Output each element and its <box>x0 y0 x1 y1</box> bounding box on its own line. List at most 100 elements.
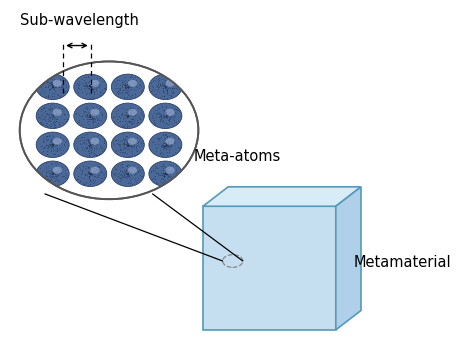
Point <box>98 145 106 150</box>
Point <box>130 117 137 123</box>
Point <box>132 147 140 152</box>
Point <box>40 134 47 140</box>
Point <box>79 90 86 95</box>
Point <box>37 89 45 94</box>
Point <box>124 114 131 120</box>
Point <box>176 145 183 150</box>
Point <box>96 75 104 81</box>
Point <box>171 138 179 144</box>
Point <box>157 150 164 155</box>
Point <box>120 140 128 146</box>
Point <box>89 177 97 183</box>
Point <box>84 140 92 145</box>
Point <box>162 110 169 116</box>
Point <box>43 177 51 182</box>
Point <box>62 118 69 124</box>
Point <box>163 134 170 139</box>
Point <box>134 105 141 111</box>
Point <box>100 146 108 152</box>
Point <box>81 134 88 140</box>
Point <box>55 146 63 152</box>
Point <box>85 148 93 153</box>
Point <box>117 168 124 173</box>
Point <box>119 131 127 137</box>
Point <box>166 85 174 90</box>
Point <box>59 79 66 85</box>
Point <box>162 120 170 126</box>
Point <box>160 89 168 95</box>
Point <box>127 169 135 175</box>
Point <box>159 177 166 182</box>
Point <box>161 136 168 142</box>
Point <box>119 149 127 155</box>
Point <box>97 145 105 150</box>
Point <box>60 111 68 117</box>
Point <box>163 136 170 142</box>
Point <box>89 164 96 170</box>
Point <box>124 180 131 186</box>
Point <box>47 138 55 144</box>
Point <box>99 148 106 153</box>
Point <box>126 142 134 148</box>
Point <box>168 115 175 120</box>
Point <box>85 174 93 179</box>
Point <box>113 177 120 182</box>
Point <box>131 94 139 100</box>
Point <box>109 139 117 145</box>
Point <box>163 169 171 175</box>
Point <box>44 106 52 112</box>
Point <box>94 162 101 167</box>
Point <box>165 116 173 121</box>
Point <box>128 121 136 126</box>
Point <box>46 132 53 137</box>
Point <box>123 112 131 118</box>
Point <box>131 139 139 145</box>
Point <box>123 163 130 168</box>
Point <box>128 118 135 124</box>
Point <box>46 80 53 86</box>
Point <box>114 91 122 97</box>
Circle shape <box>128 138 137 145</box>
Point <box>50 74 57 79</box>
Point <box>132 171 139 177</box>
Point <box>86 113 94 119</box>
Point <box>125 141 132 147</box>
Point <box>123 172 130 177</box>
Point <box>165 115 173 120</box>
Point <box>82 109 90 115</box>
Point <box>151 168 159 173</box>
Point <box>162 171 170 177</box>
Point <box>162 170 170 176</box>
Point <box>51 147 59 152</box>
Point <box>173 86 181 92</box>
Point <box>78 171 86 176</box>
Point <box>152 173 159 179</box>
Point <box>157 170 165 176</box>
Circle shape <box>53 109 62 116</box>
Point <box>36 176 44 182</box>
Point <box>82 137 90 142</box>
Point <box>87 87 94 92</box>
Point <box>119 116 127 122</box>
Point <box>46 122 53 127</box>
Point <box>162 85 169 91</box>
Point <box>61 111 69 116</box>
Point <box>48 141 55 147</box>
Point <box>126 112 134 117</box>
Point <box>138 87 146 93</box>
Point <box>163 131 170 137</box>
Point <box>164 121 172 126</box>
Point <box>55 173 62 178</box>
Point <box>82 141 90 146</box>
Point <box>90 169 97 175</box>
Point <box>163 83 171 89</box>
Point <box>161 171 168 177</box>
Point <box>92 81 100 87</box>
Point <box>118 112 125 118</box>
Point <box>153 180 161 186</box>
Point <box>36 119 44 125</box>
Point <box>128 118 136 124</box>
Point <box>166 172 174 177</box>
Point <box>168 135 175 141</box>
Point <box>133 142 141 148</box>
